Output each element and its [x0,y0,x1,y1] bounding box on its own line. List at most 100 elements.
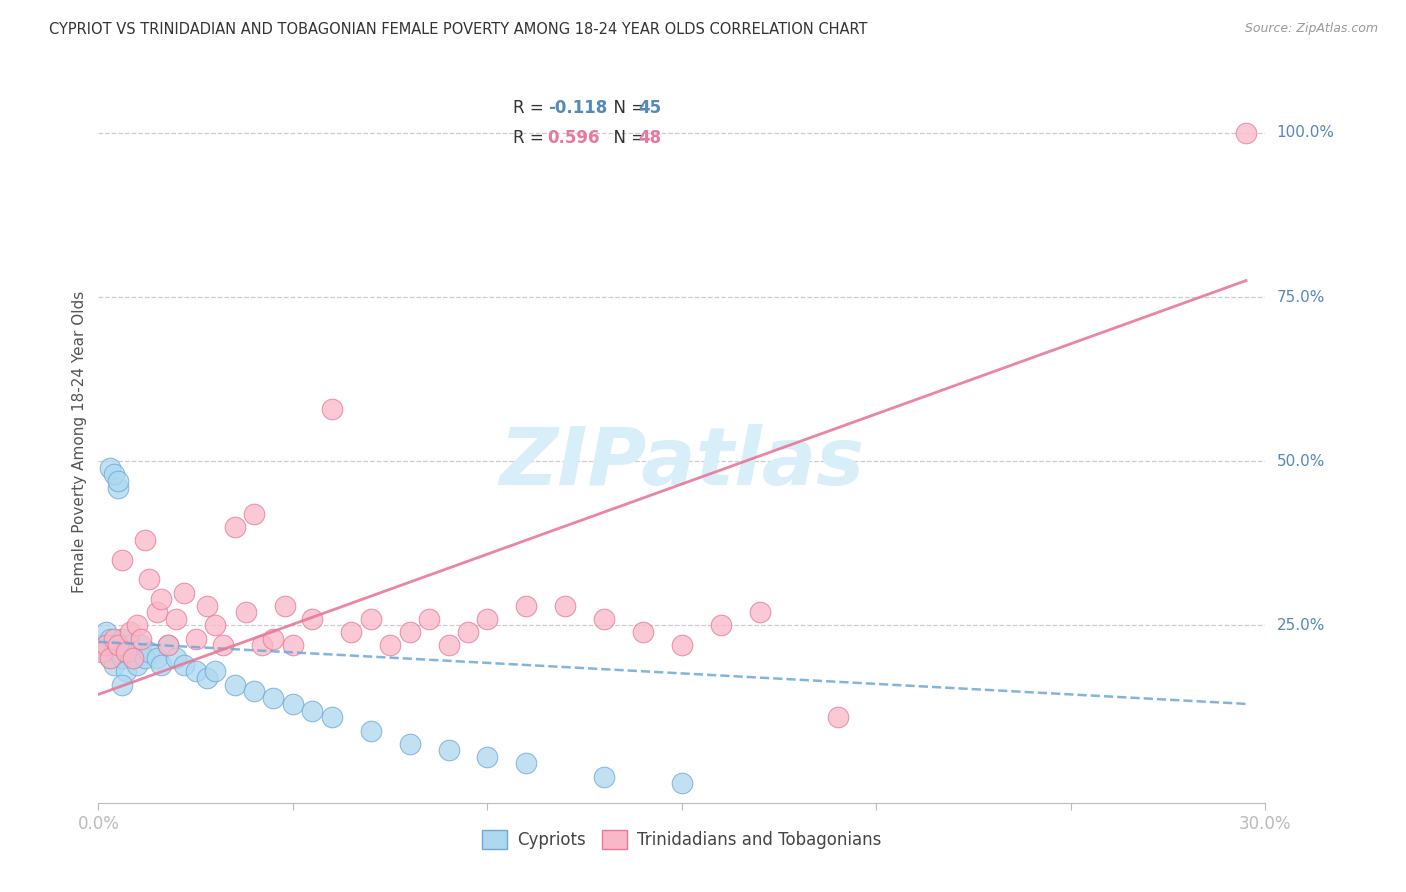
Point [671,776,693,790]
Point [96,625,118,640]
Legend: Cypriots, Trinidadians and Tobagonians: Cypriots, Trinidadians and Tobagonians [475,823,889,856]
Point [107,645,129,659]
Point [301,704,323,718]
Point [262,690,284,705]
Point [114,645,136,659]
Point [321,401,343,416]
Point [173,585,195,599]
Text: Source: ZipAtlas.com: Source: ZipAtlas.com [1244,22,1378,36]
Point [243,507,266,521]
Point [710,618,733,632]
Y-axis label: Female Poverty Among 18-24 Year Olds: Female Poverty Among 18-24 Year Olds [72,291,87,592]
Point [107,481,129,495]
Point [195,599,218,613]
Point [165,612,187,626]
Point [157,638,180,652]
Point [281,698,304,712]
Point [437,743,460,757]
Point [184,665,207,679]
Point [134,651,156,665]
Point [212,638,235,652]
Point [340,625,363,640]
Point [593,612,616,626]
Point [301,612,323,626]
Point [477,749,499,764]
Text: R =: R = [513,99,548,117]
Point [281,638,304,652]
Point [250,638,273,652]
Text: 45: 45 [638,99,662,117]
Point [515,756,537,771]
Point [398,737,420,751]
Point [114,665,136,679]
Point [235,605,257,619]
Point [134,533,156,547]
Point [118,638,141,652]
Text: N =: N = [603,129,650,147]
Point [184,632,207,646]
Point [107,638,129,652]
Text: 48: 48 [638,129,662,147]
Text: CYPRIOT VS TRINIDADIAN AND TOBAGONIAN FEMALE POVERTY AMONG 18-24 YEAR OLDS CORRE: CYPRIOT VS TRINIDADIAN AND TOBAGONIAN FE… [49,22,868,37]
Point [96,638,118,652]
Point [554,599,576,613]
Point [103,467,125,482]
Point [122,651,145,665]
Point [96,645,118,659]
Text: R =: R = [513,129,548,147]
Point [262,632,284,646]
Point [122,651,145,665]
Point [631,625,654,640]
Point [418,612,440,626]
Point [274,599,297,613]
Point [195,671,218,685]
Text: ZIPatlas: ZIPatlas [499,425,865,502]
Point [91,638,114,652]
Point [243,684,266,698]
Point [1234,126,1257,140]
Point [380,638,402,652]
Point [321,710,343,724]
Point [118,625,141,640]
Point [91,645,114,659]
Point [360,612,382,626]
Point [477,612,499,626]
Point [224,677,246,691]
Point [138,573,160,587]
Point [127,657,149,672]
Point [173,657,195,672]
Point [146,605,169,619]
Point [748,605,770,619]
Point [224,520,246,534]
Point [437,638,460,652]
Text: -0.118: -0.118 [548,99,607,117]
Point [103,657,125,672]
Text: 50.0%: 50.0% [1277,454,1324,468]
Point [149,592,172,607]
Point [138,645,160,659]
Point [127,645,149,659]
Point [98,651,121,665]
Point [107,474,129,488]
Text: N =: N = [603,99,650,117]
Point [98,460,121,475]
Point [165,651,187,665]
Point [103,638,125,652]
Text: 0.596: 0.596 [548,129,600,147]
Point [515,599,537,613]
Point [103,632,125,646]
Point [127,618,149,632]
Point [111,651,134,665]
Text: 75.0%: 75.0% [1277,290,1324,304]
Point [98,632,121,646]
Point [398,625,420,640]
Point [204,665,226,679]
Point [129,638,152,652]
Point [111,553,134,567]
Text: 100.0%: 100.0% [1277,126,1334,140]
Point [157,638,180,652]
Text: 25.0%: 25.0% [1277,618,1324,633]
Point [360,723,382,738]
Point [98,651,121,665]
Point [149,657,172,672]
